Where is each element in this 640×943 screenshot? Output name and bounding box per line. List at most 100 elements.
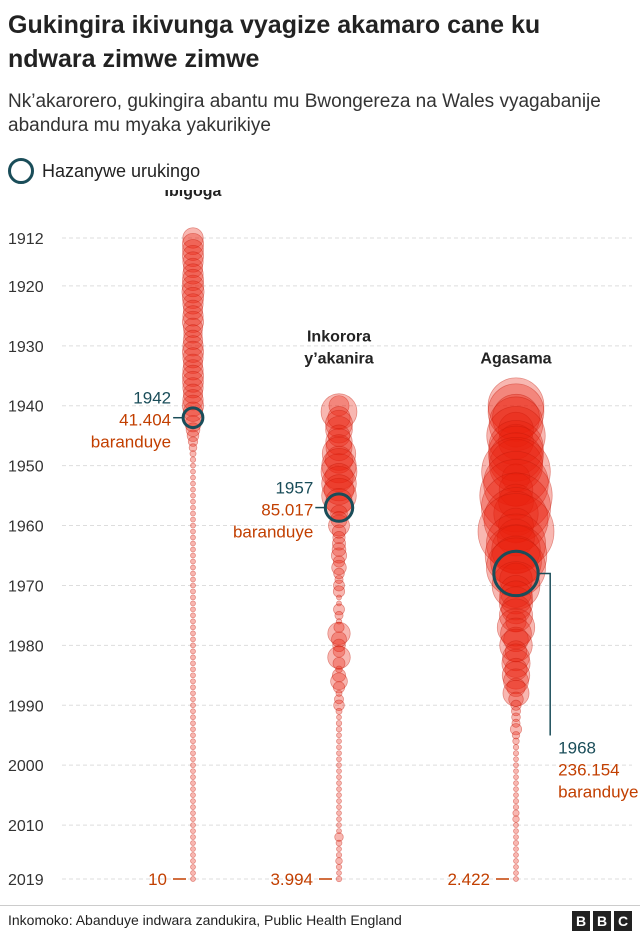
source-note: Inkomoko: Abanduye indwara zandukira, Pu… bbox=[8, 912, 402, 928]
case-bubble bbox=[190, 798, 196, 804]
case-bubble bbox=[332, 555, 346, 568]
case-bubble bbox=[336, 714, 342, 721]
case-bubble bbox=[182, 305, 204, 327]
case-bubble bbox=[190, 744, 196, 751]
case-bubble bbox=[336, 804, 342, 810]
case-bubble bbox=[190, 684, 196, 691]
case-bubble bbox=[511, 712, 521, 722]
case-bubble bbox=[335, 707, 343, 715]
case-bubble bbox=[513, 846, 519, 852]
case-bubble bbox=[477, 493, 555, 570]
case-bubble bbox=[334, 832, 344, 842]
case-bubble bbox=[501, 463, 531, 492]
case-bubble bbox=[336, 738, 342, 745]
case-bubble bbox=[513, 876, 519, 882]
case-bubble bbox=[488, 432, 544, 487]
case-bubble bbox=[190, 618, 196, 625]
case-bubble bbox=[513, 786, 519, 792]
case-bubble bbox=[190, 654, 196, 661]
case-bubble bbox=[501, 648, 531, 678]
chart-title: Gukingira ikivunga vyagize akamaro cane … bbox=[8, 11, 541, 73]
y-tick-label: 1912 bbox=[8, 231, 44, 248]
case-bubble bbox=[512, 798, 520, 805]
case-bubble bbox=[334, 694, 344, 705]
y-tick-label: 1940 bbox=[8, 399, 44, 416]
case-bubble bbox=[181, 286, 205, 309]
case-bubble bbox=[513, 870, 519, 876]
case-bubble bbox=[331, 559, 347, 576]
case-bubble bbox=[327, 645, 351, 669]
case-bubble bbox=[181, 310, 205, 333]
case-bubble bbox=[327, 406, 351, 430]
case-bubble bbox=[320, 453, 358, 490]
case-bubble bbox=[182, 329, 204, 350]
case-bubble bbox=[481, 472, 551, 543]
vaccine-year-label: 1942 bbox=[133, 389, 171, 408]
case-bubble bbox=[490, 535, 542, 588]
case-bubble bbox=[190, 864, 196, 870]
case-bubble bbox=[488, 420, 544, 476]
case-bubble bbox=[182, 239, 204, 261]
case-bubble bbox=[190, 576, 196, 583]
case-bubble bbox=[505, 610, 527, 632]
case-bubble bbox=[190, 630, 196, 637]
case-bubble bbox=[190, 690, 196, 697]
case-bubble bbox=[486, 406, 546, 466]
case-bubble bbox=[181, 340, 205, 363]
vaccine-cases-label: 236.154 bbox=[558, 760, 619, 779]
case-bubble bbox=[190, 858, 196, 864]
case-bubble bbox=[336, 750, 342, 757]
case-bubble bbox=[332, 531, 346, 545]
case-bubble bbox=[513, 762, 519, 769]
case-bubble bbox=[190, 570, 196, 577]
case-bubble bbox=[182, 299, 204, 320]
case-bubble bbox=[190, 546, 196, 553]
case-bubble bbox=[183, 324, 203, 344]
case-bubble bbox=[190, 756, 196, 763]
case-bubble bbox=[182, 401, 204, 422]
case-bubble bbox=[190, 564, 196, 571]
case-bubble bbox=[182, 227, 204, 249]
bbc-logo: B B C bbox=[572, 911, 632, 931]
case-bubble bbox=[190, 768, 196, 775]
case-bubble bbox=[331, 524, 347, 539]
series-label: Inkorora bbox=[307, 329, 371, 346]
case-bubble bbox=[336, 822, 342, 828]
case-bubble bbox=[325, 445, 353, 474]
case-bubble bbox=[479, 459, 553, 533]
case-bubble bbox=[320, 393, 358, 431]
case-bubble bbox=[513, 774, 519, 781]
case-bubble bbox=[190, 642, 196, 649]
case-bubble bbox=[336, 774, 342, 781]
case-bubble bbox=[332, 645, 346, 658]
case-bubble bbox=[332, 638, 346, 653]
case-bubble bbox=[190, 486, 196, 493]
case-bubble bbox=[498, 423, 534, 460]
case-bubble bbox=[330, 672, 348, 691]
case-bubble bbox=[190, 528, 196, 535]
case-bubble bbox=[332, 536, 346, 551]
bbc-logo-letter: B bbox=[572, 911, 590, 931]
case-bubble bbox=[335, 618, 343, 625]
case-bubble bbox=[512, 815, 520, 823]
case-bubble bbox=[190, 558, 196, 565]
last-value-label: 10 bbox=[148, 870, 167, 889]
case-bubble bbox=[190, 846, 196, 852]
case-bubble bbox=[499, 598, 533, 633]
case-bubble bbox=[325, 434, 353, 462]
case-bubble bbox=[190, 468, 196, 475]
case-bubble bbox=[190, 660, 196, 667]
y-tick-label: 1930 bbox=[8, 339, 44, 356]
case-bubble bbox=[190, 504, 196, 511]
case-bubble bbox=[190, 834, 196, 840]
case-bubble bbox=[336, 780, 342, 786]
case-bubble bbox=[336, 798, 342, 804]
case-bubble bbox=[336, 732, 342, 739]
vaccine-unit-label: baranduye bbox=[233, 523, 313, 542]
case-bubble bbox=[335, 863, 343, 871]
case-bubble bbox=[512, 804, 520, 811]
case-bubble bbox=[190, 474, 196, 481]
case-bubble bbox=[336, 744, 342, 751]
vaccine-year-label: 1957 bbox=[275, 479, 313, 498]
case-bubble bbox=[491, 524, 541, 575]
